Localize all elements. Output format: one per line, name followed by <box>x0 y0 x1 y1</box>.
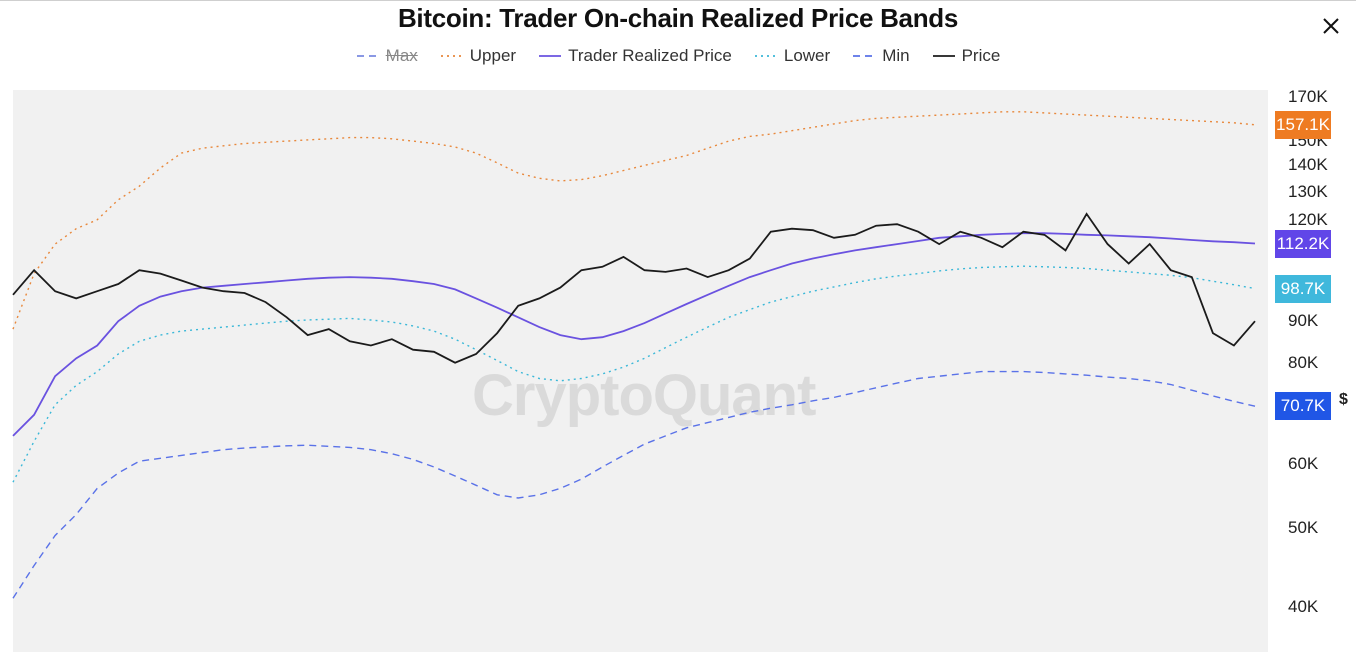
plot-area[interactable] <box>13 90 1268 652</box>
y-tick-label: 90K <box>1288 311 1319 331</box>
legend-swatch <box>853 55 876 57</box>
close-icon[interactable] <box>1318 13 1344 39</box>
series-line-upper[interactable] <box>12 111 1256 330</box>
series-line-price[interactable] <box>12 212 1256 364</box>
legend-swatch <box>932 55 955 57</box>
legend-swatch <box>356 55 379 57</box>
current-value-badge-upper: 157.1K <box>1275 110 1331 139</box>
legend-item-upper[interactable]: Upper <box>440 46 516 66</box>
y-tick-label: 80K <box>1288 352 1319 372</box>
currency-toggle[interactable]: $ <box>1339 391 1348 408</box>
legend-label: Lower <box>783 46 831 65</box>
legend-label: Min <box>882 46 910 65</box>
y-tick-label: 40K <box>1288 597 1319 616</box>
series-line-min[interactable] <box>12 370 1256 599</box>
y-tick-label: 120K <box>1288 209 1328 229</box>
legend-swatch <box>539 55 562 57</box>
legend-item-lower[interactable]: Lower <box>754 46 830 66</box>
series-line-trader-realized-price[interactable] <box>12 232 1256 437</box>
watermark: CryptoQuant <box>472 363 816 428</box>
legend-swatch <box>440 55 463 57</box>
legend-label: Upper <box>469 46 517 65</box>
chart-legend: Max Upper Trader Realized Price Lower Min Pri… <box>0 46 1356 66</box>
current-value-badge-lower: 98.7K <box>1275 274 1331 303</box>
legend-label: Price <box>961 46 1001 65</box>
y-tick-label: 60K <box>1288 454 1319 474</box>
y-tick-label: 130K <box>1288 181 1328 201</box>
y-tick-label: 50K <box>1288 518 1319 538</box>
legend-label: Trader Realized Price <box>568 46 732 65</box>
legend-label: Max <box>385 46 418 65</box>
legend-item-price[interactable]: Price <box>932 46 1001 66</box>
series-line-lower[interactable] <box>12 265 1256 483</box>
y-tick-label: 140K <box>1288 155 1328 175</box>
y-tick-label: 170K <box>1288 87 1328 106</box>
current-value-badge-min: 70.7K <box>1275 392 1331 421</box>
legend-item-trader-realized-price[interactable]: Trader Realized Price <box>538 46 732 66</box>
legend-item-max[interactable]: Max <box>356 46 418 66</box>
legend-item-min[interactable]: Min <box>852 46 910 66</box>
current-value-badge-trader-realized-price: 112.2K <box>1275 229 1331 258</box>
legend-swatch <box>754 55 777 57</box>
chart-title: Bitcoin: Trader On-chain Realized Price … <box>397 3 959 33</box>
top-rule <box>0 0 1356 1</box>
